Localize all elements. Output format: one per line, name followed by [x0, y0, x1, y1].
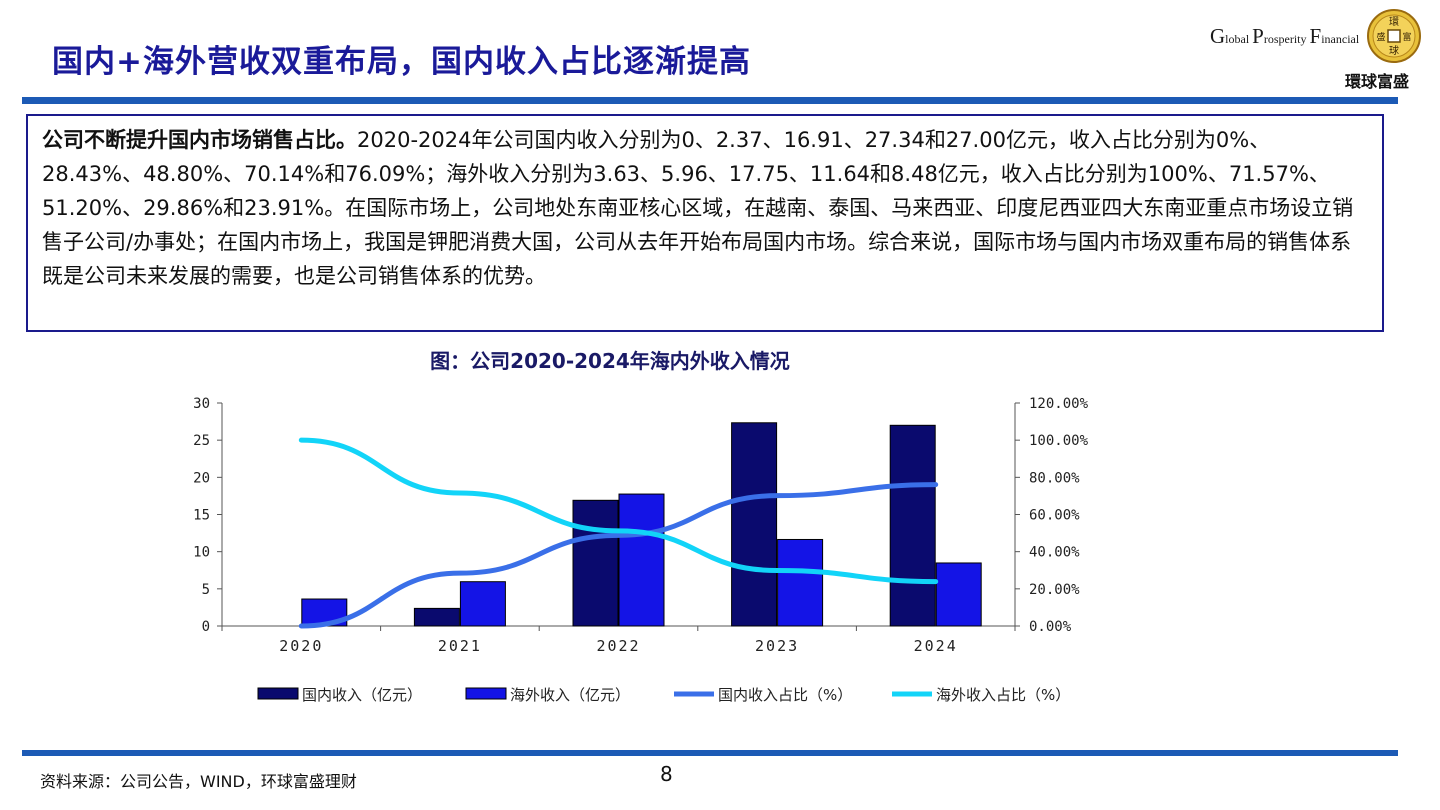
right-axis-tick-label: 120.00%: [1029, 396, 1089, 412]
logo-word-1: lobal: [1225, 32, 1253, 46]
legend-label: 海外收入占比（%）: [936, 686, 1070, 704]
bar-domestic: [572, 499, 619, 627]
header-divider: [22, 97, 1398, 104]
left-axis-tick-label: 0: [202, 619, 210, 635]
coin-logo-icon: 環 富 球 盛: [1367, 9, 1421, 63]
left-axis-tick-label: 20: [193, 470, 210, 486]
legend-swatch: [257, 687, 299, 700]
bar-domestic: [413, 607, 460, 627]
x-axis-tick-label: 2024: [914, 637, 958, 655]
summary-textbox: 公司不断提升国内市场销售占比。2020-2024年公司国内收入分别为0、2.37…: [26, 114, 1384, 332]
bar-domestic: [731, 422, 778, 627]
right-axis-tick-label: 20.00%: [1029, 582, 1080, 598]
line-domestic-share: [298, 482, 939, 629]
left-axis-tick-label: 25: [193, 433, 210, 449]
summary-lead: 公司不断提升国内市场销售占比。: [42, 128, 357, 152]
legend-label: 海外收入（亿元）: [510, 686, 630, 704]
chart-title: 图：公司2020-2024年海内外收入情况: [430, 349, 790, 373]
bar-overseas: [618, 493, 665, 627]
footer-divider: [22, 750, 1398, 756]
bar-overseas: [459, 581, 506, 627]
coin-char-left: 盛: [1376, 31, 1385, 43]
bar-domestic: [889, 424, 936, 627]
bar-overseas: [935, 562, 982, 627]
x-axis-tick-label: 2023: [755, 637, 799, 655]
bar-overseas: [777, 538, 824, 627]
x-axis-tick-label: 2021: [438, 637, 482, 655]
x-axis-tick-label: 2020: [279, 637, 323, 655]
right-axis-tick-label: 0.00%: [1029, 619, 1072, 635]
right-axis-tick-label: 60.00%: [1029, 508, 1080, 524]
right-axis-tick-label: 80.00%: [1029, 470, 1080, 486]
coin-char-bottom: 球: [1389, 44, 1399, 57]
left-axis-tick-label: 5: [202, 582, 210, 598]
left-axis-tick-label: 10: [193, 545, 210, 561]
page-number: 8: [660, 762, 673, 786]
summary-body: 2020-2024年公司国内收入分别为0、2.37、16.91、27.34和27…: [42, 128, 1354, 288]
legend-label: 国内收入（亿元）: [302, 686, 422, 704]
slide-title: 国内+海外营收双重布局，国内收入占比逐渐提高: [52, 44, 751, 80]
legend-label: 国内收入占比（%）: [718, 686, 852, 704]
line-overseas-share: [298, 437, 939, 585]
source-note: 资料来源：公司公告，WIND，环球富盛理财: [40, 772, 357, 791]
coin-char-right: 富: [1402, 31, 1411, 43]
logo-chinese-name: 環球富盛: [1345, 72, 1410, 91]
right-axis-tick-label: 100.00%: [1029, 433, 1089, 449]
x-axis-tick-label: 2022: [596, 637, 640, 655]
right-axis-tick-label: 40.00%: [1029, 545, 1080, 561]
legend-swatch: [465, 687, 507, 700]
coin-char-top: 環: [1389, 16, 1399, 28]
left-axis-tick-label: 30: [193, 396, 210, 412]
logo-english-name: Global Prosperity Financial: [1210, 24, 1360, 48]
left-axis-tick-label: 15: [193, 508, 210, 524]
company-logo: Global Prosperity Financial 環 富 球 盛 環球富盛: [1210, 6, 1435, 91]
